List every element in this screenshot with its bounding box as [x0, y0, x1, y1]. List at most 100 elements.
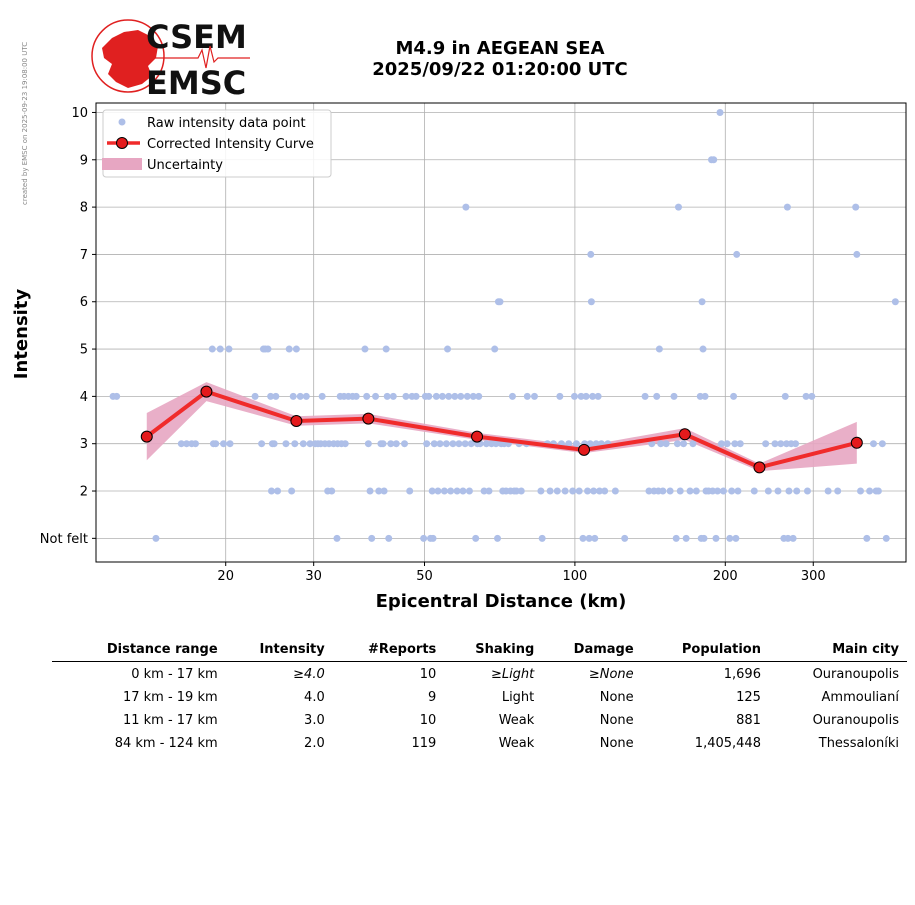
raw-data-point	[666, 487, 674, 495]
raw-data-point	[436, 440, 444, 448]
raw-data-point	[699, 345, 707, 353]
raw-data-point	[701, 392, 709, 400]
column-header: Main city	[768, 640, 907, 662]
raw-data-point	[538, 534, 546, 542]
raw-data-point	[733, 250, 741, 258]
raw-data-point	[318, 392, 326, 400]
raw-data-point	[594, 392, 602, 400]
raw-data-point	[714, 487, 722, 495]
raw-data-point	[352, 392, 360, 400]
raw-data-point	[824, 487, 832, 495]
raw-data-point	[762, 440, 770, 448]
raw-data-point	[445, 392, 453, 400]
raw-data-point	[585, 534, 593, 542]
raw-data-point	[447, 487, 455, 495]
column-header: Damage	[542, 640, 642, 662]
raw-data-point	[726, 534, 734, 542]
table-cell-damage: None	[599, 690, 634, 705]
raw-data-point	[267, 392, 275, 400]
table-cell-shaking: Weak	[498, 736, 535, 751]
raw-data-point	[863, 534, 871, 542]
raw-data-point	[341, 440, 349, 448]
table-row: 11 km - 17 km 3.0 10 Weak None 881 Ouranoupoli…	[52, 708, 907, 731]
raw-data-point	[457, 392, 465, 400]
raw-data-point	[523, 392, 531, 400]
table-cell-shaking: Weak	[498, 713, 535, 728]
raw-data-point	[653, 392, 661, 400]
raw-data-point	[730, 392, 738, 400]
raw-data-point	[783, 203, 791, 211]
raw-data-point	[712, 534, 720, 542]
raw-data-point	[764, 487, 772, 495]
table-row: 0 km - 17 km ≥4.0 10 ≥Light ≥None 1,696 Ourano…	[52, 662, 907, 686]
raw-data-point	[282, 440, 290, 448]
raw-data-point	[406, 487, 414, 495]
table-cell-range: 17 km - 19 km	[122, 690, 218, 705]
raw-data-point	[442, 440, 450, 448]
raw-data-point	[430, 440, 438, 448]
logo-globe	[91, 19, 165, 93]
raw-data-point	[438, 392, 446, 400]
raw-data-point	[777, 440, 785, 448]
raw-data-point	[425, 392, 433, 400]
raw-data-point	[455, 440, 463, 448]
raw-data-point	[289, 392, 297, 400]
raw-data-point	[750, 487, 758, 495]
raw-data-point	[177, 440, 185, 448]
legend: Raw intensity data point Corrected Inten…	[102, 109, 332, 178]
raw-data-point	[784, 534, 792, 542]
raw-data-point	[717, 440, 725, 448]
curve-marker	[678, 428, 691, 441]
curve-marker	[578, 443, 591, 456]
raw-data-point	[662, 440, 670, 448]
table-cell-intensity: 4.0	[304, 690, 325, 705]
y-tick-label: 9	[80, 153, 88, 168]
curve-marker	[850, 436, 863, 449]
raw-data-point	[869, 440, 877, 448]
column-header: Shaking	[444, 640, 543, 662]
y-tick-label: 2	[80, 485, 88, 500]
table-cell-city: Ouranoupolis	[812, 713, 899, 728]
raw-data-point	[682, 534, 690, 542]
raw-data-point	[453, 487, 461, 495]
raw-data-point	[852, 203, 860, 211]
raw-data-point	[183, 440, 191, 448]
raw-data-point	[577, 392, 585, 400]
raw-data-point	[392, 440, 400, 448]
intensity-curve	[140, 385, 863, 474]
raw-data-point	[834, 487, 842, 495]
plot-frame	[95, 102, 907, 563]
curve-marker	[362, 412, 375, 425]
raw-data-point	[382, 345, 390, 353]
table-body: 0 km - 17 km ≥4.0 10 ≥Light ≥None 1,696 Ourano…	[52, 662, 907, 755]
table-cell-population: 1,696	[723, 667, 761, 682]
raw-data-point	[659, 487, 667, 495]
raw-data-point	[792, 440, 800, 448]
raw-data-point	[451, 392, 459, 400]
table-cell-range: 84 km - 124 km	[114, 736, 218, 751]
raw-data-point	[731, 440, 739, 448]
raw-data-point	[621, 534, 629, 542]
raw-data-point	[251, 392, 259, 400]
raw-data-point	[517, 487, 525, 495]
raw-data-point	[728, 487, 736, 495]
intensity-chart: 20 30 50 100 200 300 Not felt 2 3 4 5 6 7 8 9 10 Epicen…	[11, 102, 907, 612]
legend-band-swatch	[102, 158, 142, 170]
raw-data-point	[723, 440, 731, 448]
raw-data-point	[485, 487, 493, 495]
raw-data-point	[672, 534, 680, 542]
table-cell-population: 1,405,448	[694, 736, 761, 751]
column-header: Distance range	[52, 640, 226, 662]
raw-data-point	[710, 156, 718, 164]
raw-data-point	[375, 487, 383, 495]
raw-data-point	[191, 440, 199, 448]
table-cell-damage: ≥None	[588, 667, 634, 682]
raw-data-point	[428, 487, 436, 495]
curve-marker	[471, 430, 484, 443]
table-cell-city: Ouranoupolis	[812, 667, 899, 682]
x-tick-label: 300	[801, 569, 826, 584]
column-header: Population	[641, 640, 769, 662]
raw-data-point	[891, 298, 899, 306]
raw-data-point	[482, 440, 490, 448]
raw-data-point	[385, 534, 393, 542]
